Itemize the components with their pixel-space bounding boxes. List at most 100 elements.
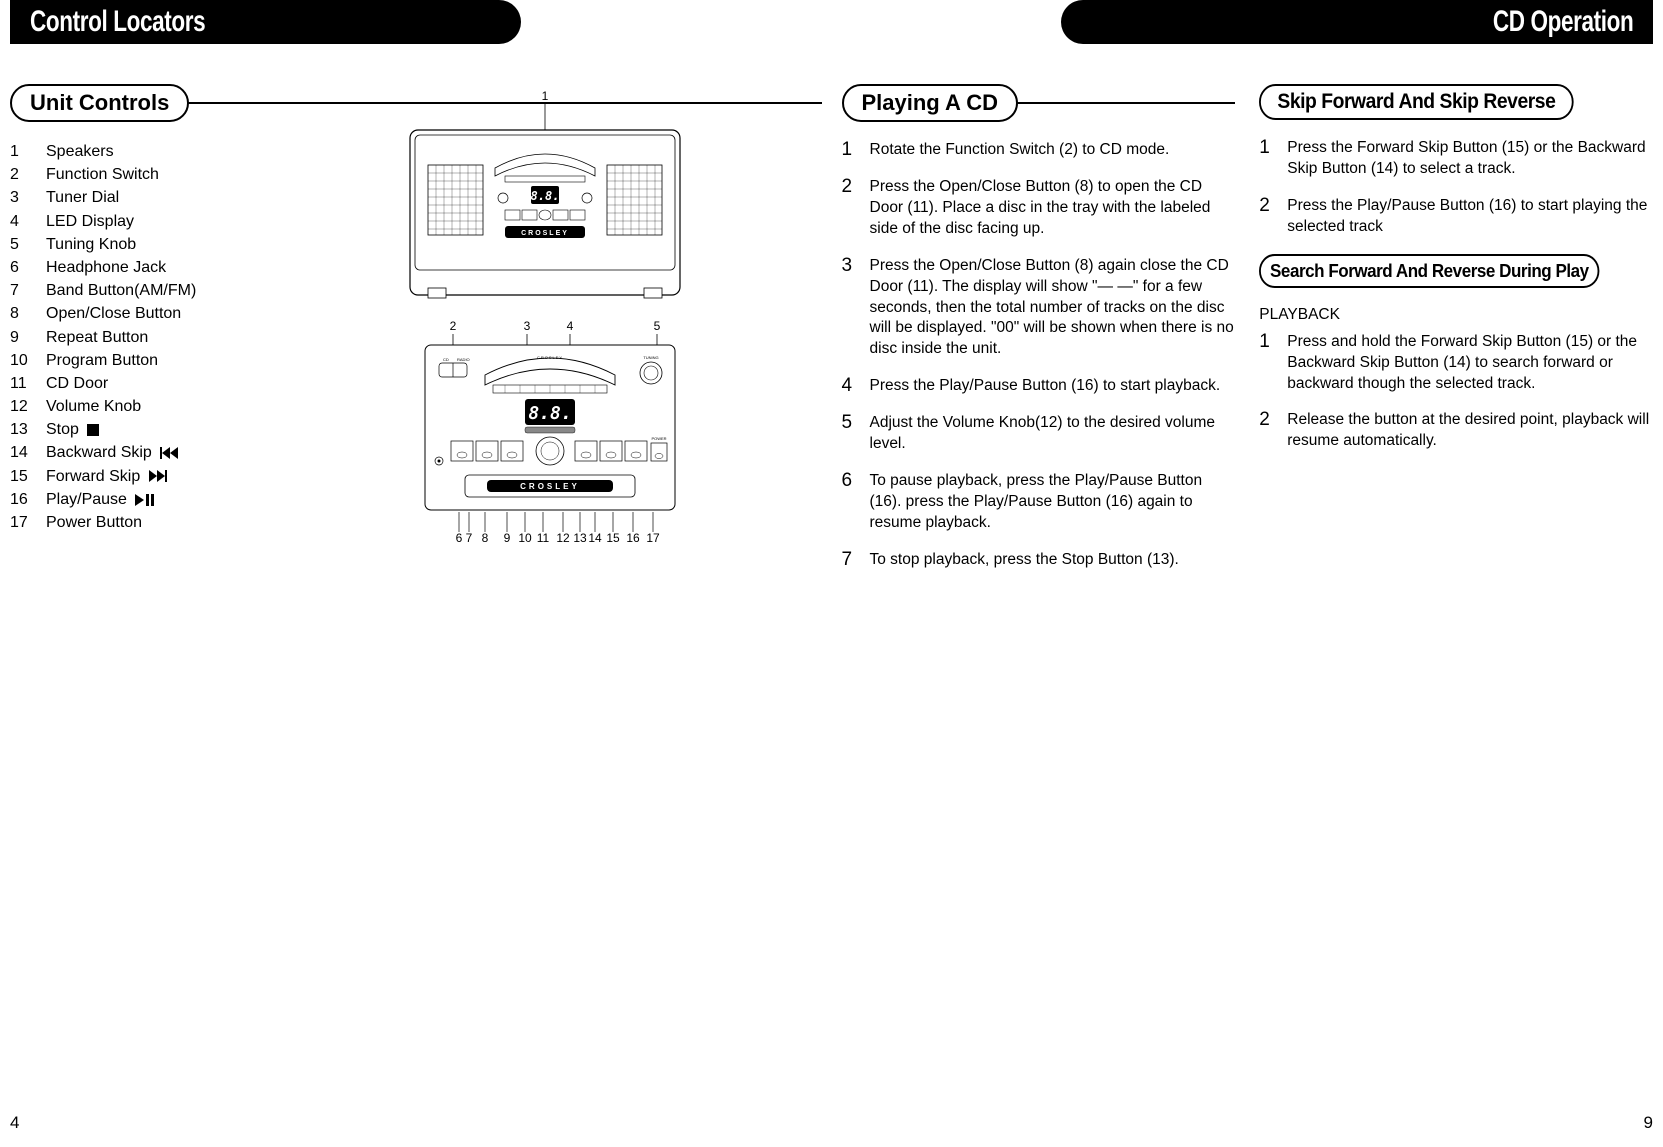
header-left-text: Control Locators: [30, 5, 205, 39]
svg-text:CROSLEY: CROSLEY: [521, 230, 569, 237]
header-left: Control Locators: [10, 0, 521, 44]
svg-text:RADIO: RADIO: [457, 357, 470, 362]
search-subhead: PLAYBACK: [1259, 306, 1653, 324]
control-label: Band Button(AM/FM): [46, 279, 250, 302]
svg-text:3: 3: [524, 319, 531, 333]
control-row: 4 LED Display: [10, 210, 250, 233]
instruction-num: 4: [842, 376, 858, 397]
svg-text:8.8.: 8.8.: [528, 403, 571, 424]
instruction-num: 3: [842, 256, 858, 361]
skip-title: Skip Forward And Skip Reverse: [1259, 84, 1574, 120]
control-num: 1: [10, 140, 32, 163]
instruction-item: 1 Rotate the Function Switch (2) to CD mo…: [842, 140, 1236, 161]
instruction-num: 5: [842, 413, 858, 455]
control-label: Function Switch: [46, 163, 250, 186]
control-row: 1 Speakers: [10, 140, 250, 163]
svg-text:CROSLEY: CROSLEY: [537, 355, 563, 360]
svg-text:14: 14: [588, 531, 602, 545]
instruction-text: Press the Play/Pause Button (16) to star…: [870, 376, 1236, 397]
search-list: 1Press and hold the Forward Skip Button …: [1259, 332, 1653, 453]
control-row: 3Tuner Dial: [10, 186, 250, 209]
header-right: CD Operation: [1061, 0, 1653, 44]
svg-text:12: 12: [556, 531, 570, 545]
control-row: 8Open/Close Button: [10, 302, 250, 325]
instruction-num: 1: [1259, 332, 1275, 395]
instruction-num: 1: [1259, 138, 1275, 180]
svg-text:10: 10: [518, 531, 532, 545]
instruction-item: 5 Adjust the Volume Knob(12) to the desir…: [842, 413, 1236, 455]
control-label: Speakers: [46, 140, 250, 163]
control-num: 12: [10, 395, 32, 418]
instruction-num: 2: [842, 177, 858, 240]
control-num: 3: [10, 186, 32, 209]
control-num: 11: [10, 372, 32, 395]
instruction-text: Press the Open/Close Button (8) again cl…: [870, 256, 1236, 361]
control-num: 14: [10, 441, 32, 464]
unit-controls-title: Unit Controls: [10, 84, 189, 122]
control-row: 7 Band Button(AM/FM): [10, 279, 250, 302]
control-row: 10 Program Button: [10, 349, 250, 372]
instruction-text: Press and hold the Forward Skip Button (…: [1287, 332, 1653, 395]
unit-controls-list: 1 Speakers 2 Function Switch3Tuner Dial4 LED…: [10, 140, 250, 534]
instruction-text: To pause playback, press the Play/Pause …: [870, 471, 1236, 534]
control-num: 17: [10, 511, 32, 534]
svg-text:15: 15: [606, 531, 620, 545]
instruction-item: 2Press the Play/Pause Button (16) to sta…: [1259, 196, 1653, 238]
control-row: 11 CD Door: [10, 372, 250, 395]
instruction-num: 2: [1259, 410, 1275, 452]
control-num: 16: [10, 488, 32, 511]
control-label: Headphone Jack: [46, 256, 250, 279]
control-label: Play/Pause: [46, 488, 250, 511]
instruction-num: 7: [842, 550, 858, 571]
control-row: 12 Volume Knob: [10, 395, 250, 418]
instruction-text: Rotate the Function Switch (2) to CD mod…: [870, 140, 1236, 161]
svg-text:9: 9: [504, 531, 511, 545]
playing-cd-list: 1 Rotate the Function Switch (2) to CD mo…: [842, 140, 1236, 571]
instruction-text: Press the Play/Pause Button (16) to star…: [1287, 196, 1653, 238]
svg-text:4: 4: [567, 319, 574, 333]
control-num: 7: [10, 279, 32, 302]
control-row: 9Repeat Button: [10, 326, 250, 349]
callout-1: 1: [542, 90, 549, 103]
control-num: 6: [10, 256, 32, 279]
control-row: 6 Headphone Jack: [10, 256, 250, 279]
control-label: LED Display: [46, 210, 250, 233]
control-row: 2 Function Switch: [10, 163, 250, 186]
instruction-item: 1Press and hold the Forward Skip Button …: [1259, 332, 1653, 395]
svg-text:8: 8: [482, 531, 489, 545]
control-row: 13Stop: [10, 418, 250, 441]
search-title: Search Forward And Reverse During Play: [1259, 254, 1600, 288]
right-col2: Skip Forward And Skip Reverse 1 Press the…: [1259, 84, 1653, 587]
header-right-text: CD Operation: [1492, 5, 1633, 39]
svg-text:7: 7: [466, 531, 473, 545]
control-num: 2: [10, 163, 32, 186]
playing-cd-col: Playing A CD 1 Rotate the Function Switch…: [842, 84, 1236, 587]
control-label: Volume Knob: [46, 395, 250, 418]
control-num: 4: [10, 210, 32, 233]
svg-text:8.8.: 8.8.: [531, 189, 560, 203]
control-label: Program Button: [46, 349, 250, 372]
control-label: Forward Skip: [46, 465, 250, 488]
skip-list: 1 Press the Forward Skip Button (15) or t…: [1259, 138, 1653, 238]
control-label: Power Button: [46, 511, 250, 534]
instruction-num: 6: [842, 471, 858, 534]
instruction-item: 4 Press the Play/Pause Button (16) to sta…: [842, 376, 1236, 397]
svg-text:CD: CD: [443, 357, 449, 362]
instruction-text: Press the Open/Close Button (8) to open …: [870, 177, 1236, 240]
svg-text:17: 17: [646, 531, 660, 545]
svg-text:11: 11: [537, 531, 550, 545]
control-num: 5: [10, 233, 32, 256]
left-page: Control Locators Unit Controls 1 Speakers…: [0, 0, 832, 1147]
control-row: 5Tuning Knob: [10, 233, 250, 256]
instruction-text: Adjust the Volume Knob(12) to the desire…: [870, 413, 1236, 455]
control-label: CD Door: [46, 372, 250, 395]
instruction-num: 1: [842, 140, 858, 161]
instruction-text: Press the Forward Skip Button (15) or th…: [1287, 138, 1653, 180]
instruction-item: 2Press the Open/Close Button (8) to open…: [842, 177, 1236, 240]
instruction-item: 1 Press the Forward Skip Button (15) or t…: [1259, 138, 1653, 180]
playing-cd-title: Playing A CD: [842, 84, 1019, 122]
control-num: 10: [10, 349, 32, 372]
instruction-item: 2Release the button at the desired point…: [1259, 410, 1653, 452]
instruction-item: 6To pause playback, press the Play/Pause…: [842, 471, 1236, 534]
svg-text:CROSLEY: CROSLEY: [520, 482, 580, 491]
